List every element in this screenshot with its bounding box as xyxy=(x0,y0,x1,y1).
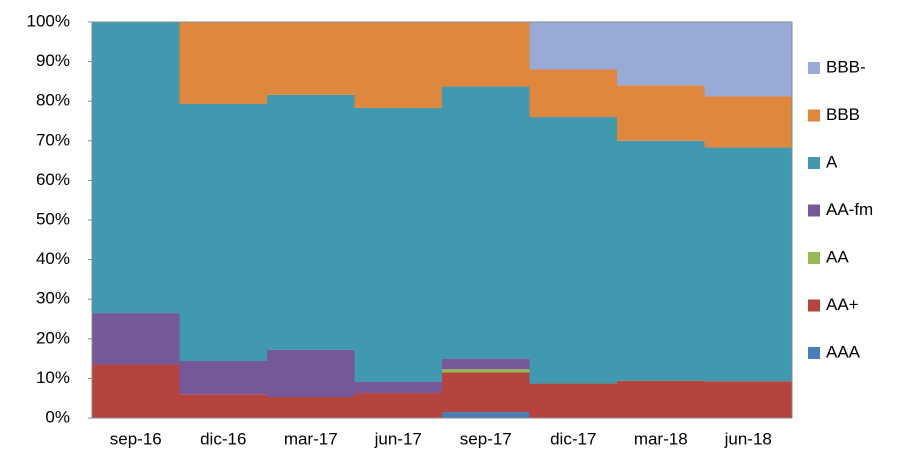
bar-segment xyxy=(617,22,705,86)
legend-swatch xyxy=(808,347,820,359)
bar-segment xyxy=(704,22,793,97)
x-tick-label: sep-16 xyxy=(110,429,162,448)
legend-label: AA-fm xyxy=(826,200,873,219)
bar-segment xyxy=(179,22,268,104)
y-tick-label: 60% xyxy=(36,170,70,189)
legend-label: AAA xyxy=(826,342,861,361)
bar-segment xyxy=(704,381,793,418)
bar-segment xyxy=(529,117,618,384)
y-tick-label: 50% xyxy=(36,209,70,228)
bar-segment xyxy=(704,147,793,382)
bar-segment xyxy=(442,22,530,87)
bar-segment xyxy=(617,380,705,418)
y-tick-label: 0% xyxy=(45,407,70,426)
legend-swatch xyxy=(808,299,820,312)
x-tick-label: dic-16 xyxy=(200,429,246,448)
y-tick-label: 80% xyxy=(36,91,70,110)
bar-segment xyxy=(354,393,443,418)
legend-label: BBB xyxy=(826,105,860,124)
bar-segment xyxy=(354,107,443,382)
legend-swatch xyxy=(808,252,820,264)
bar-segment xyxy=(267,94,355,350)
bar-segment xyxy=(179,360,268,395)
bar-segment xyxy=(354,22,443,108)
legend-label: AA xyxy=(826,247,849,266)
bar-segment xyxy=(442,369,530,373)
bar-segment xyxy=(92,313,180,365)
plot-border xyxy=(91,21,793,419)
legend-label: BBB- xyxy=(826,57,866,76)
y-tick-label: 100% xyxy=(27,11,70,30)
bar-segment xyxy=(92,22,180,314)
bar-segment xyxy=(179,103,268,361)
bar-segment xyxy=(529,69,618,118)
bar-segment xyxy=(442,412,530,418)
bar-segment xyxy=(442,358,530,370)
x-tick-label: dic-17 xyxy=(550,429,596,448)
bar-segment xyxy=(442,372,530,413)
bar-segment xyxy=(267,349,355,398)
bar-segment xyxy=(529,383,618,418)
y-tick-label: 90% xyxy=(36,51,70,70)
legend-label: AA+ xyxy=(826,295,859,314)
y-tick-label: 70% xyxy=(36,130,70,149)
legend-swatch xyxy=(808,109,820,122)
bar-segment xyxy=(617,140,705,381)
y-tick-label: 20% xyxy=(36,328,70,347)
bar-segment xyxy=(179,394,268,418)
legend-swatch xyxy=(808,204,820,217)
bar-segment xyxy=(267,22,355,95)
x-tick-label: jun-18 xyxy=(724,429,772,448)
bar-segment xyxy=(354,381,443,394)
legend-swatch xyxy=(808,157,820,169)
legend-label: A xyxy=(826,152,838,171)
x-tick-label: mar-18 xyxy=(634,429,688,448)
y-tick-label: 10% xyxy=(36,368,70,387)
y-tick-label: 40% xyxy=(36,249,70,268)
x-tick-label: mar-17 xyxy=(284,429,338,448)
bar-segment xyxy=(267,397,355,418)
bar-segment xyxy=(529,22,618,70)
bar-segment xyxy=(704,96,793,148)
bar-segment xyxy=(92,364,180,418)
legend-swatch xyxy=(808,62,820,74)
x-tick-label: sep-17 xyxy=(460,429,512,448)
x-tick-label: jun-17 xyxy=(374,429,422,448)
bar-segment xyxy=(442,86,530,359)
bar-segment xyxy=(617,85,705,141)
y-tick-label: 30% xyxy=(36,289,70,308)
